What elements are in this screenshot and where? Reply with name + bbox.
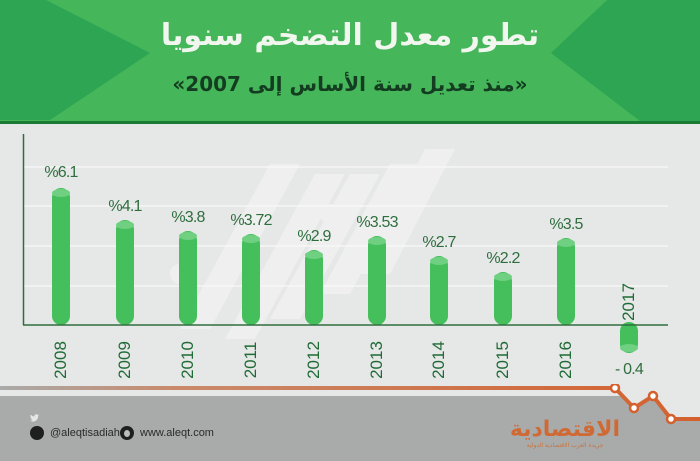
chart-title: تطور معدل التضخم سنويا (160, 18, 540, 53)
year-label-2011: 2011 (241, 341, 260, 379)
value-label-2016: %3.5 (549, 216, 583, 233)
year-label-2016: 2016 (556, 341, 575, 379)
value-label-2008: %6.1 (44, 164, 78, 181)
header-banner: تطور معدل التضخم سنويا «منذ تعديل سنة ال… (0, 0, 700, 124)
brand-name: الاقتصادية (509, 417, 620, 442)
twitter-handle-text: @aleqtisadiah (50, 427, 120, 439)
year-label-2008: 2008 (51, 341, 70, 379)
chart-subtitle: «منذ تعديل سنة الأساس إلى 2007» (172, 72, 528, 96)
website-text: www.aleqt.com (140, 427, 214, 439)
brand-logo: الاقتصادية جريدة العرب الاقتصادية الدولي… (510, 418, 620, 450)
chart-plot-area (22, 134, 668, 353)
year-label-2015: 2015 (493, 341, 512, 379)
year-label-2013: 2013 (367, 341, 386, 379)
value-label-2013: %3.53 (356, 214, 398, 231)
value-label-2011: %3.72 (230, 212, 272, 229)
year-label-2009: 2009 (115, 341, 134, 379)
value-label-2014: %2.7 (422, 234, 456, 251)
year-label-2017: 2017 (619, 283, 638, 321)
bar-chart: %6.1 %4.1 %3.8 %3.72 %2.9 %3.53 %2.7 %2.… (0, 124, 700, 396)
value-label-2015: %2.2 (486, 250, 520, 267)
year-label-2012: 2012 (304, 341, 323, 379)
website-link[interactable]: www.aleqt.com (120, 426, 214, 440)
twitter-handle[interactable]: @aleqtisadiah (30, 414, 120, 440)
footer-trend-line-decoration (0, 384, 700, 425)
value-label-2012: %2.9 (297, 228, 331, 245)
twitter-icon (30, 414, 44, 440)
value-label-2017: - 0.4 (614, 361, 644, 378)
year-label-2010: 2010 (178, 341, 197, 379)
brand-tagline: جريدة العرب الاقتصادية الدولية (526, 442, 604, 449)
value-label-2010: %3.8 (171, 209, 205, 226)
year-label-2014: 2014 (429, 341, 448, 379)
bars (52, 188, 638, 353)
footer: @aleqtisadiah www.aleqt.com الاقتصادية ج… (0, 384, 700, 461)
globe-icon (120, 426, 134, 440)
value-label-2009: %4.1 (108, 198, 142, 215)
header-chevron-decoration (0, 0, 700, 121)
